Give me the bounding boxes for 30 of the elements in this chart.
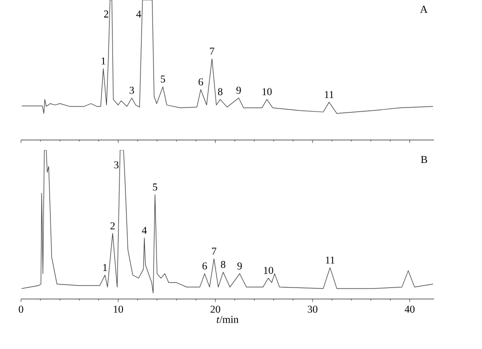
- annotation: A: [420, 6, 428, 13]
- annotation: 11: [326, 256, 334, 264]
- annotation: 2: [104, 10, 108, 18]
- x-axis-title: t/min: [216, 316, 238, 323]
- annotation: 5: [160, 76, 166, 83]
- annotation: 11: [324, 91, 334, 98]
- x-tick-label: 10: [114, 306, 124, 313]
- annotation: 9: [237, 262, 242, 270]
- x-tick-label: 30: [308, 306, 318, 313]
- annotation: 4: [142, 226, 147, 234]
- annotation: 8: [220, 260, 226, 268]
- annotation: 1: [103, 264, 107, 271]
- annotation: 3: [114, 161, 119, 168]
- annotation: 6: [198, 78, 204, 86]
- annotation: 5: [153, 184, 158, 191]
- annotation: 4: [136, 10, 142, 18]
- x-tick-label: 40: [404, 306, 415, 313]
- annotation: 7: [210, 48, 214, 55]
- annotation: 10: [262, 88, 272, 96]
- x-tick-label: 0: [18, 306, 24, 313]
- annotation: B: [420, 156, 428, 164]
- annotation: 6: [202, 262, 207, 270]
- annotation: 2: [110, 222, 115, 230]
- annotation: 3: [130, 86, 134, 94]
- annotation: 7: [212, 248, 216, 255]
- annotation: 9: [236, 86, 241, 94]
- annotation: 1: [102, 57, 106, 64]
- x-tick-label: 20: [210, 306, 220, 313]
- annotation: 8: [218, 88, 222, 96]
- annotation: 10: [264, 266, 274, 274]
